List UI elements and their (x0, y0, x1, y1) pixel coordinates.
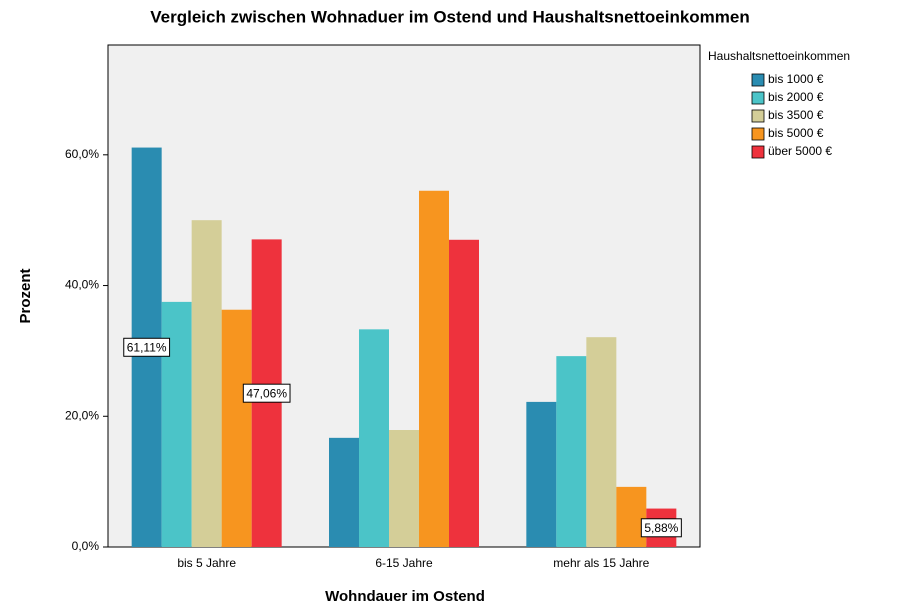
x-tick-label: mehr als 15 Jahre (553, 556, 649, 570)
bar (556, 356, 587, 547)
x-axis-label: Wohndauer im Ostend (325, 588, 485, 605)
y-tick-label: 20,0% (65, 408, 99, 422)
legend-label: bis 2000 € (768, 90, 824, 104)
bar (616, 486, 647, 547)
bar (191, 220, 222, 548)
bar (221, 309, 252, 547)
x-tick-label: bis 5 Jahre (177, 556, 236, 570)
legend-swatch (751, 145, 765, 159)
bar (389, 429, 419, 547)
bar (329, 437, 359, 547)
y-axis-label: Prozent (17, 268, 34, 323)
y-tick-label: 60,0% (65, 147, 99, 161)
data-label-box (640, 518, 682, 538)
legend-swatch (751, 91, 765, 105)
legend-title: Haushaltsnettoeinkommen (708, 49, 850, 63)
legend-label: bis 5000 € (768, 126, 824, 140)
y-tick-label: 40,0% (65, 278, 99, 292)
chart-title: Vergleich zwischen Wohnaduer im Ostend u… (150, 7, 750, 26)
data-label-box (242, 383, 291, 403)
legend-swatch (751, 127, 765, 141)
legend-label: über 5000 € (768, 144, 832, 158)
bar (449, 239, 479, 548)
bar (359, 329, 389, 547)
bar (526, 401, 557, 547)
bar (419, 190, 449, 548)
legend-swatch (751, 109, 765, 123)
data-label: 61,11% (127, 340, 167, 354)
data-label-box (123, 337, 171, 357)
data-label: 5,88% (644, 521, 678, 535)
legend-label: bis 3500 € (768, 108, 824, 122)
bar (586, 337, 617, 547)
x-tick-label: 6-15 Jahre (375, 556, 433, 570)
legend-label: bis 1000 € (768, 72, 824, 86)
legend-swatch (751, 73, 765, 87)
data-label: 47,06% (246, 386, 287, 400)
y-tick-label: 0,0% (72, 539, 100, 553)
